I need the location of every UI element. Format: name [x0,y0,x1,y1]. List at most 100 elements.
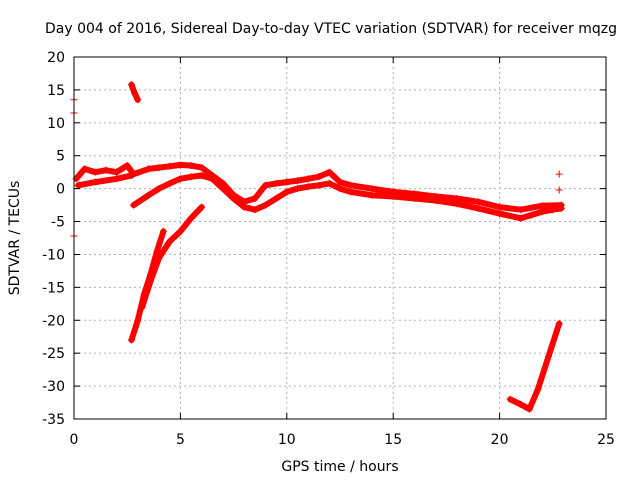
data-point [336,178,344,186]
y-tick-label: -25 [42,346,65,362]
data-point [474,204,482,212]
data-point [410,195,418,203]
data-point [130,201,138,209]
data-point [187,214,195,222]
data-point [159,227,167,235]
data-point [272,179,280,187]
data-point [272,195,280,203]
data-point [453,200,461,208]
data-point [517,401,525,409]
data-point [187,173,195,181]
series-arc-late-rise [506,320,563,413]
y-tick-label: 5 [56,149,65,165]
data-point [315,173,323,181]
data-point [534,385,542,393]
data-point [549,206,557,214]
plot-frame [73,56,607,420]
y-tick-label: 0 [56,182,65,198]
data-point [113,175,121,183]
y-tick-label: -30 [42,379,65,395]
series-arc-steep-b [138,203,206,311]
data-point [91,178,99,186]
y-tick-label: -20 [42,313,65,329]
data-point [517,214,525,222]
data-point [74,181,82,189]
data-point [198,164,206,172]
y-tick-label: -15 [42,280,65,296]
data-point [528,211,536,219]
data-point [496,203,504,211]
data-point [555,186,563,194]
x-tick-label: 15 [384,432,402,448]
data-point [176,161,184,169]
data-point [262,181,270,189]
data-point [315,181,323,189]
data-point [166,179,174,187]
y-tick-label: -35 [42,412,65,428]
data-point [113,168,121,176]
data-point [251,195,259,203]
data-point [81,165,89,173]
y-tick-label: -10 [42,247,65,263]
y-tick-label: -5 [51,215,65,231]
chart-title: Day 004 of 2016, Sidereal Day-to-day VTE… [45,21,617,37]
y-tick-label: 20 [47,50,65,66]
data-point [134,316,142,324]
data-point [545,352,553,360]
data-point [102,166,110,174]
data-point [208,175,216,183]
grid [74,57,606,419]
data-point [240,203,248,211]
data-point [155,185,163,193]
series-trail [507,320,563,413]
series-trail [139,204,205,311]
data-point [147,277,155,285]
series-layer [70,81,565,413]
series-arc-high-start [127,81,142,104]
series-arc-rising-center [130,171,565,222]
data-point [176,227,184,235]
data-point [325,179,333,187]
data-point [187,162,195,170]
x-tick-label: 20 [491,432,509,448]
data-point [347,181,355,189]
data-point [474,198,482,206]
data-point [219,185,227,193]
data-point [283,188,291,196]
data-point [262,201,270,209]
data-point [134,96,142,104]
x-axis-label: GPS time / hours [281,459,398,475]
data-point [517,206,525,214]
data-point [304,183,312,191]
data-point [293,185,301,193]
data-point [127,171,135,179]
data-point [138,303,146,311]
data-point [131,89,139,97]
data-point [389,193,397,201]
y-tick-label: 15 [47,83,65,99]
data-point [251,206,259,214]
data-point [538,208,546,216]
data-point [198,171,206,179]
data-point [432,196,440,204]
data-point [293,177,301,185]
series-trail [75,172,135,189]
data-point [283,178,291,186]
data-point [230,195,238,203]
y-axis-label: SDTVAR / TECUs [7,181,23,296]
x-tick-label: 5 [176,432,185,448]
data-point [155,164,163,172]
data-point [506,395,514,403]
data-point [127,336,135,344]
x-tick-label: 25 [597,432,615,448]
data-point [368,185,376,193]
data-point [166,162,174,170]
data-point [144,191,152,199]
data-point [166,237,174,245]
data-point [368,191,376,199]
data-point [153,247,161,255]
data-point [555,320,563,328]
data-point [198,203,206,211]
data-point [336,185,344,193]
